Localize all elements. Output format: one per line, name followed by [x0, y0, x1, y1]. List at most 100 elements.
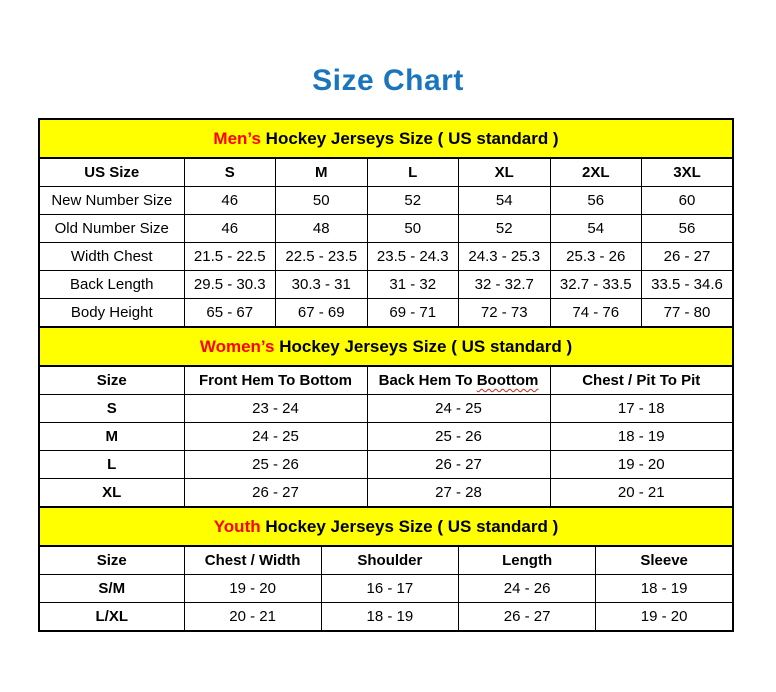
size-value-cell: 24.3 - 25.3	[458, 242, 551, 271]
size-value-cell: 50	[275, 186, 368, 215]
size-value-cell: 46	[183, 186, 276, 215]
size-value-cell: 77 - 80	[641, 298, 734, 328]
size-value-cell: 29.5 - 30.3	[183, 270, 276, 299]
mens-column-header-row: US Size S M L XL 2XL 3XL	[38, 157, 734, 187]
row-label: Width Chest	[38, 242, 185, 271]
size-value-cell: 54	[549, 214, 642, 243]
womens-section-header: Women’s Hockey Jerseys Size ( US standar…	[38, 326, 734, 367]
column-header: Shoulder	[320, 545, 460, 575]
table-row: S 23 - 24 24 - 25 17 - 18	[38, 394, 734, 423]
table-row: New Number Size 46 50 52 54 56 60	[38, 186, 734, 215]
column-header: Size	[38, 365, 185, 395]
size-value-cell: 17 - 18	[549, 394, 734, 423]
youth-section-header: Youth Hockey Jerseys Size ( US standard …	[38, 506, 734, 547]
table-row: Old Number Size 46 48 50 52 54 56	[38, 214, 734, 243]
size-value-cell: 52	[458, 214, 551, 243]
size-value-cell: 56	[641, 214, 734, 243]
row-label: Back Length	[38, 270, 185, 299]
column-header: Front Hem To Bottom	[183, 365, 368, 395]
column-header: Chest / Width	[183, 545, 322, 575]
page-title: Size Chart	[312, 64, 464, 97]
column-header: Sleeve	[595, 545, 734, 575]
size-value-cell: 19 - 20	[595, 602, 734, 632]
row-label: Body Height	[38, 298, 185, 328]
size-value-cell: 19 - 20	[183, 574, 322, 603]
row-label: S/M	[38, 574, 185, 603]
row-label: Old Number Size	[38, 214, 185, 243]
size-value-cell: 16 - 17	[320, 574, 460, 603]
size-chart-tables: Men’s Hockey Jerseys Size ( US standard …	[38, 118, 734, 632]
size-value-cell: 26 - 27	[641, 242, 734, 271]
row-label: S	[38, 394, 185, 423]
mens-header-highlight: Men’s	[213, 128, 261, 148]
size-value-cell: 19 - 20	[549, 450, 734, 479]
table-row: M 24 - 25 25 - 26 18 - 19	[38, 422, 734, 451]
row-label: XL	[38, 478, 185, 508]
column-header: Size	[38, 545, 185, 575]
row-label: New Number Size	[38, 186, 185, 215]
mens-size-table: Men’s Hockey Jerseys Size ( US standard …	[38, 118, 734, 328]
womens-size-table: Women’s Hockey Jerseys Size ( US standar…	[38, 326, 734, 508]
column-header: Chest / Pit To Pit	[549, 365, 734, 395]
size-value-cell: 23 - 24	[183, 394, 368, 423]
column-header: XL	[458, 157, 551, 187]
size-value-cell: 26 - 27	[457, 602, 597, 632]
size-value-cell: 20 - 21	[549, 478, 734, 508]
size-value-cell: 25 - 26	[183, 450, 368, 479]
column-header: M	[275, 157, 368, 187]
column-header: Length	[457, 545, 597, 575]
misspelled-word: Boottom	[476, 372, 539, 389]
table-row: XL 26 - 27 27 - 28 20 - 21	[38, 478, 734, 508]
size-value-cell: 54	[458, 186, 551, 215]
column-header: S	[183, 157, 276, 187]
youth-size-table: Youth Hockey Jerseys Size ( US standard …	[38, 506, 734, 632]
column-header: L	[366, 157, 459, 187]
size-value-cell: 33.5 - 34.6	[641, 270, 734, 299]
size-value-cell: 74 - 76	[549, 298, 642, 328]
size-value-cell: 18 - 19	[549, 422, 734, 451]
size-value-cell: 52	[366, 186, 459, 215]
column-header: US Size	[38, 157, 185, 187]
table-row: Back Length 29.5 - 30.3 30.3 - 31 31 - 32 32…	[38, 270, 734, 299]
size-value-cell: 48	[275, 214, 368, 243]
row-label: L/XL	[38, 602, 185, 632]
table-row: L 25 - 26 26 - 27 19 - 20	[38, 450, 734, 479]
size-value-cell: 25.3 - 26	[549, 242, 642, 271]
size-value-cell: 24 - 25	[183, 422, 368, 451]
size-value-cell: 20 - 21	[183, 602, 322, 632]
table-row: Width Chest 21.5 - 22.5 22.5 - 23.5 23.5 - …	[38, 242, 734, 271]
youth-header-highlight: Youth	[213, 516, 261, 536]
size-value-cell: 24 - 25	[366, 394, 551, 423]
size-value-cell: 21.5 - 22.5	[183, 242, 276, 271]
row-label: M	[38, 422, 185, 451]
youth-column-header-row: Size Chest / Width Shoulder Length Sleeve	[38, 545, 734, 575]
mens-section-header: Men’s Hockey Jerseys Size ( US standard …	[38, 118, 734, 159]
size-value-cell: 65 - 67	[183, 298, 276, 328]
size-value-cell: 24 - 26	[457, 574, 597, 603]
size-value-cell: 56	[549, 186, 642, 215]
size-value-cell: 23.5 - 24.3	[366, 242, 459, 271]
table-row: S/M 19 - 20 16 - 17 24 - 26 18 - 19	[38, 574, 734, 603]
size-value-cell: 18 - 19	[595, 574, 734, 603]
size-value-cell: 27 - 28	[366, 478, 551, 508]
column-header: 2XL	[549, 157, 642, 187]
size-value-cell: 32 - 32.7	[458, 270, 551, 299]
table-row: Body Height 65 - 67 67 - 69 69 - 71 72 - 73 7…	[38, 298, 734, 328]
size-value-cell: 60	[641, 186, 734, 215]
size-value-cell: 30.3 - 31	[275, 270, 368, 299]
size-value-cell: 72 - 73	[458, 298, 551, 328]
size-value-cell: 46	[183, 214, 276, 243]
size-value-cell: 69 - 71	[366, 298, 459, 328]
size-value-cell: 25 - 26	[366, 422, 551, 451]
column-header: 3XL	[641, 157, 734, 187]
size-value-cell: 18 - 19	[320, 602, 460, 632]
column-header: Back Hem To Boottom	[366, 365, 551, 395]
size-value-cell: 32.7 - 33.5	[549, 270, 642, 299]
size-value-cell: 67 - 69	[275, 298, 368, 328]
womens-column-header-row: Size Front Hem To Bottom Back Hem To Boott…	[38, 365, 734, 395]
size-value-cell: 50	[366, 214, 459, 243]
size-value-cell: 26 - 27	[366, 450, 551, 479]
size-value-cell: 31 - 32	[366, 270, 459, 299]
womens-header-highlight: Women’s	[199, 336, 275, 356]
